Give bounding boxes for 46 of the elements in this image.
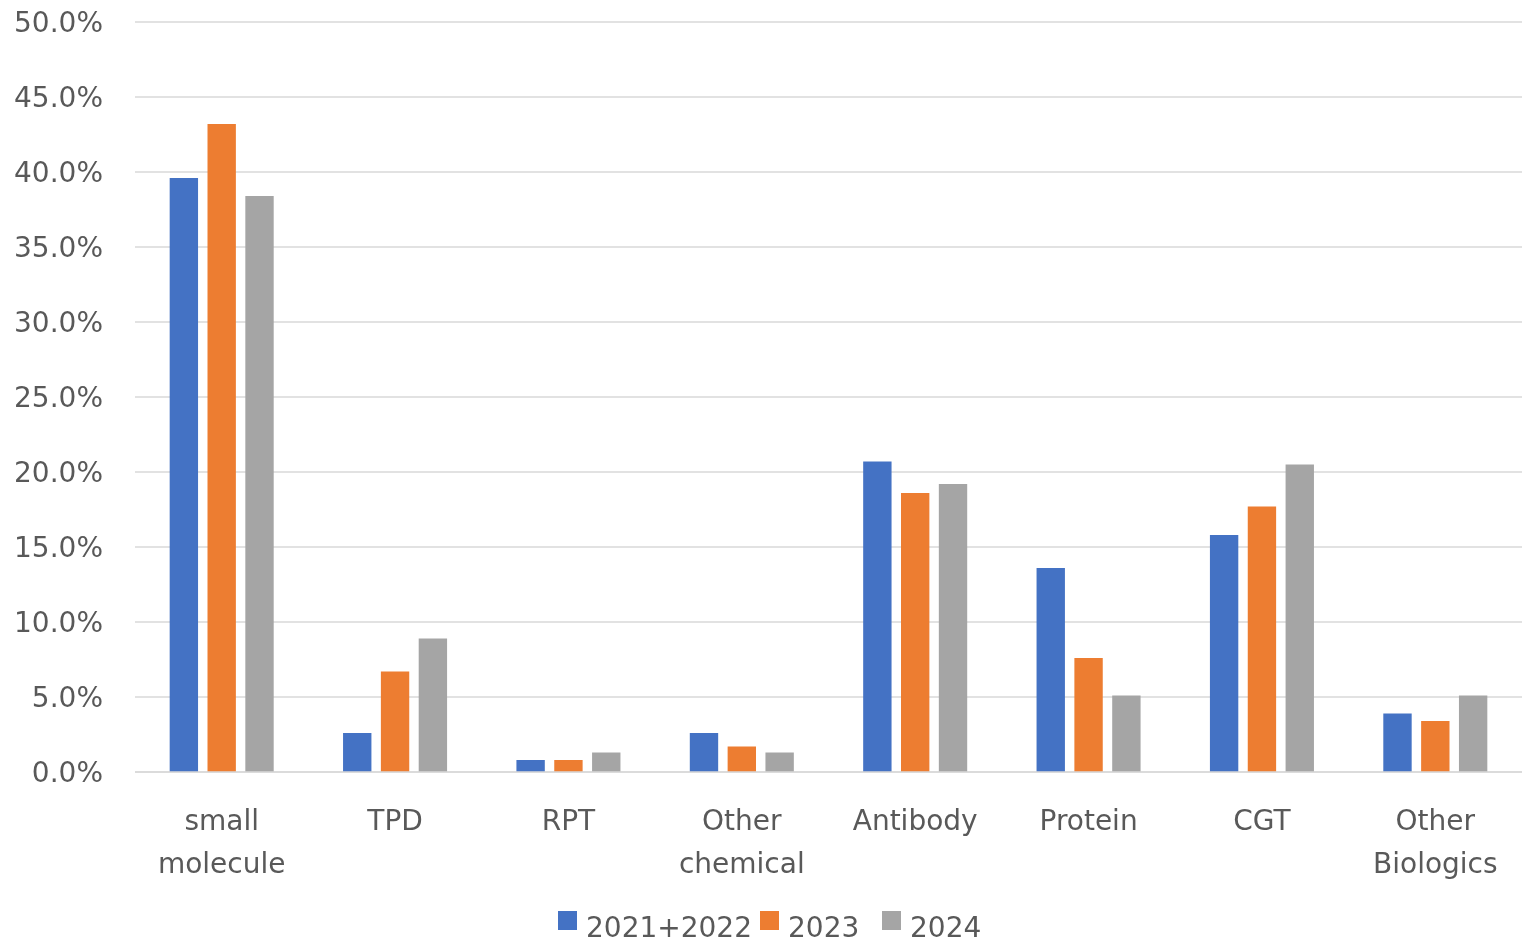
x-tick-label: TPD	[366, 804, 423, 837]
x-tick-label: small molecule	[157, 804, 286, 880]
legend-label: 2023	[788, 910, 860, 941]
y-tick-label: 20.0%	[14, 455, 103, 489]
y-tick-label: 35.0%	[14, 230, 103, 264]
bar	[343, 733, 372, 772]
bar	[1112, 695, 1141, 772]
bar	[938, 484, 968, 772]
x-tick-label: RPT	[541, 804, 597, 837]
y-tick-label: 15.0%	[14, 530, 103, 564]
bar	[245, 196, 274, 772]
bar	[554, 760, 583, 772]
y-tick-label: 10.0%	[14, 605, 103, 639]
y-tick-label: 0.0%	[31, 755, 103, 789]
x-tick-label: CGT	[1233, 804, 1292, 837]
bar	[727, 746, 756, 772]
y-tick-label: 40.0%	[14, 155, 103, 189]
x-tick-label: Other Biologics	[1373, 804, 1498, 880]
bar	[1209, 535, 1239, 772]
y-tick-label: 30.0%	[14, 305, 103, 339]
bar	[380, 671, 410, 772]
x-tick-label: Protein	[1039, 804, 1138, 837]
bar	[169, 178, 199, 772]
bar	[207, 124, 236, 772]
bar	[1383, 713, 1412, 772]
y-tick-label: 5.0%	[31, 680, 103, 714]
x-tick-label: Antibody	[852, 804, 978, 837]
bar	[1285, 464, 1314, 772]
legend-label: 2024	[910, 910, 982, 941]
bar	[863, 461, 892, 772]
bar	[516, 760, 545, 772]
bar	[592, 752, 621, 772]
bar	[765, 752, 794, 772]
bar	[1421, 721, 1450, 772]
y-tick-label: 25.0%	[14, 380, 103, 414]
bar	[418, 638, 448, 772]
bar	[1074, 658, 1103, 772]
y-tick-label: 50.0%	[14, 5, 103, 39]
bar	[901, 493, 930, 772]
x-tick-label: Other chemical	[678, 804, 805, 880]
y-tick-label: 45.0%	[14, 80, 103, 114]
bar	[1458, 695, 1488, 772]
bar	[689, 733, 719, 772]
legend-label: 2021+2022	[586, 910, 752, 941]
bar	[1036, 568, 1065, 772]
bar	[1247, 506, 1277, 772]
